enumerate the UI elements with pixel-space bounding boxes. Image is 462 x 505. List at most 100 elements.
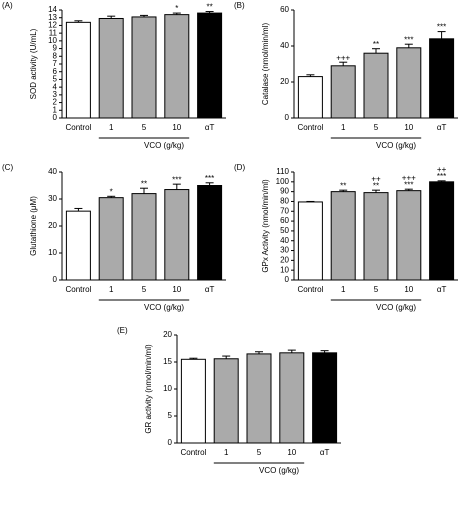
group-label: VCO (g/kg) — [259, 466, 299, 475]
y-tick-label: 60 — [280, 216, 289, 225]
y-tick-label: 20 — [48, 221, 57, 230]
bar — [213, 358, 239, 444]
panel-label: (B) — [234, 1, 245, 10]
bar — [131, 16, 157, 119]
panel: (C) Glutathione (μM) 0 10 20 30 40 Control * 1 ** 5… — [2, 163, 226, 312]
significance: ** — [340, 181, 346, 190]
bar — [65, 210, 91, 281]
y-tick-label: 70 — [280, 206, 289, 215]
y-tick-label: 12 — [48, 21, 57, 30]
panel-label: (C) — [2, 163, 13, 172]
panel-label: (D) — [234, 163, 245, 172]
y-axis-label: GR activity (nmol/min/ml) — [144, 344, 153, 434]
y-tick-label: 10 — [163, 384, 172, 393]
significance: * — [110, 187, 113, 196]
y-tick-label: 5 — [53, 75, 58, 84]
y-axis-label: Glutathione (μM) — [29, 196, 38, 256]
significance: ** — [373, 40, 379, 49]
y-tick-label: 0 — [285, 113, 290, 122]
group-label: VCO (g/kg) — [376, 141, 416, 150]
x-tick-label: 10 — [172, 285, 181, 294]
x-tick-label: 1 — [341, 123, 346, 132]
y-tick-label: 40 — [48, 167, 57, 176]
x-tick-label: 5 — [257, 448, 262, 457]
y-tick-label: 1 — [53, 105, 58, 114]
bar — [197, 185, 223, 281]
y-tick-label: 15 — [163, 357, 172, 366]
bar — [164, 14, 190, 119]
x-tick-label: 5 — [142, 285, 147, 294]
y-tick-label: 0 — [53, 275, 58, 284]
y-tick-label: 10 — [280, 265, 289, 274]
y-tick-label: 40 — [280, 236, 289, 245]
significance: ** — [373, 181, 379, 190]
y-tick-label: 0 — [53, 113, 58, 122]
x-tick-label: 5 — [374, 285, 379, 294]
y-tick-label: 60 — [280, 5, 289, 14]
x-tick-label: Control — [298, 285, 324, 294]
bar — [363, 52, 389, 119]
significance: *** — [404, 180, 413, 189]
bar — [246, 353, 272, 444]
bar — [396, 190, 422, 281]
panel-label: (A) — [2, 1, 13, 10]
y-tick-label: 4 — [53, 82, 58, 91]
group-label: VCO (g/kg) — [144, 141, 184, 150]
bar — [429, 38, 455, 119]
y-tick-label: 100 — [276, 177, 290, 186]
significance: * — [175, 4, 178, 13]
y-tick-label: 6 — [53, 67, 58, 76]
x-tick-label: αT — [437, 123, 447, 132]
y-tick-label: 0 — [168, 438, 173, 447]
x-tick-label: 10 — [404, 123, 413, 132]
significance: ** — [206, 3, 212, 12]
y-tick-label: 20 — [280, 77, 289, 86]
x-tick-label: Control — [66, 285, 92, 294]
y-tick-label: 9 — [53, 44, 58, 53]
significance: *** — [437, 23, 446, 32]
y-tick-label: 20 — [280, 255, 289, 264]
y-tick-label: 80 — [280, 197, 289, 206]
significance: *** — [205, 174, 214, 183]
y-tick-label: 2 — [53, 98, 58, 107]
y-axis-label: Catalase (nmol/min/ml) — [261, 23, 270, 106]
bar — [180, 358, 206, 444]
group-label: VCO (g/kg) — [376, 303, 416, 312]
y-tick-label: 40 — [280, 41, 289, 50]
x-tick-label: 10 — [172, 123, 181, 132]
bar — [65, 21, 91, 119]
y-tick-label: 14 — [48, 5, 57, 14]
panel: (A)SOD activity (U/mL)012345678910111213… — [2, 1, 226, 150]
y-axis-label: SOD activity (U/mL) — [29, 28, 38, 99]
significance: *** — [437, 172, 446, 181]
panel: (D)GPx Activity (nmol/min/ml)01020304050… — [234, 163, 458, 312]
x-tick-label: 1 — [224, 448, 229, 457]
y-tick-label: 0 — [285, 275, 290, 284]
bar — [279, 352, 305, 444]
significance: +++ — [336, 53, 350, 62]
y-tick-label: 11 — [49, 28, 58, 37]
bar — [98, 197, 124, 281]
x-tick-label: 10 — [404, 285, 413, 294]
x-tick-label: 5 — [142, 123, 147, 132]
y-tick-label: 10 — [48, 248, 57, 257]
bar — [164, 189, 190, 281]
significance: ++ — [371, 174, 381, 183]
y-axis-label: GPx Activity (nmol/min/ml) — [261, 179, 270, 273]
x-tick-label: 1 — [109, 123, 114, 132]
y-tick-label: 7 — [53, 59, 58, 68]
y-tick-label: 13 — [48, 13, 57, 22]
bar — [98, 17, 124, 119]
y-tick-label: 30 — [280, 246, 289, 255]
significance: ** — [141, 179, 147, 188]
y-tick-label: 3 — [53, 90, 58, 99]
panel: (E)GR activity (nmol/min/ml)05101520Cont… — [117, 326, 341, 475]
bar — [131, 193, 157, 281]
group-label: VCO (g/kg) — [144, 303, 184, 312]
x-tick-label: αT — [205, 285, 215, 294]
bar — [396, 47, 422, 119]
x-tick-label: Control — [181, 448, 207, 457]
x-tick-label: 1 — [109, 285, 114, 294]
x-tick-label: Control — [298, 123, 324, 132]
